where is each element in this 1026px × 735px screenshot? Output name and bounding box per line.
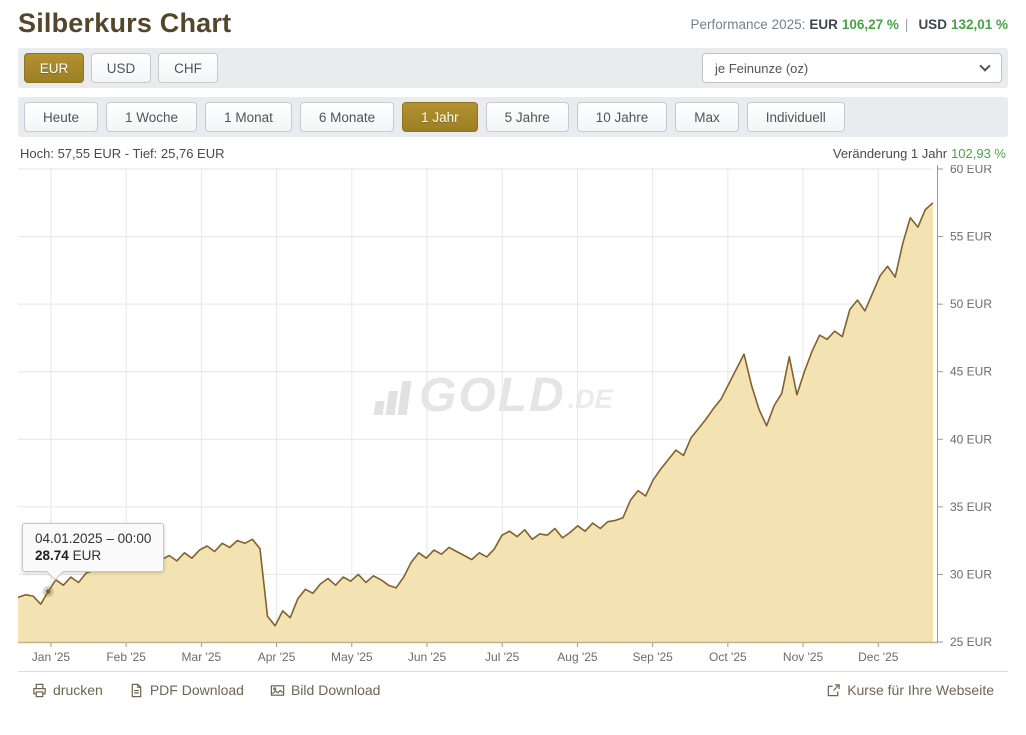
gold-de-watermark: GOLD .DE <box>373 369 613 422</box>
change-value: 102,93 % <box>951 146 1006 161</box>
x-axis-label: Jun '25 <box>408 650 447 664</box>
image-download-label: Bild Download <box>290 682 381 698</box>
x-axis-label: Sep '25 <box>632 650 673 664</box>
range-button-1-woche[interactable]: 1 Woche <box>106 102 198 132</box>
page-title: Silberkurs Chart <box>18 8 232 38</box>
chart-canvas[interactable]: Jan '25 Feb '25 Mar '25 Apr '25 May '25 Jun '… <box>18 165 1014 667</box>
chart-footer: drucken PDF Download Bild Download Kurse… <box>18 671 1008 698</box>
y-axis-label: 55 EUR <box>950 230 992 244</box>
price-area <box>18 202 933 643</box>
currency-button-eur[interactable]: EUR <box>24 53 84 83</box>
y-axis-label: 25 EUR <box>950 635 992 649</box>
print-link-label: drucken <box>53 682 103 698</box>
performance-eur-label: EUR <box>809 17 838 32</box>
price-chart: GOLD .DE Jan '25 Feb '25 Mar '25 Apr '25 May… <box>18 165 1008 667</box>
chevron-down-icon <box>979 60 991 72</box>
x-axis-label: Jan '25 <box>32 650 71 664</box>
y-axis-label: 30 EUR <box>950 567 992 581</box>
hover-point <box>45 589 51 594</box>
chart-info-row: Hoch: 57,55 EUR - Tief: 25,76 EUR Veränd… <box>18 137 1008 163</box>
external-link-icon <box>827 683 840 696</box>
pdf-file-icon <box>131 683 142 697</box>
tooltip-date: 04.01.2025 – 00:00 <box>35 531 152 546</box>
range-button-individuell[interactable]: Individuell <box>746 102 845 132</box>
image-icon <box>270 684 285 696</box>
unit-select[interactable]: je Feinunze (oz) <box>702 53 1002 83</box>
currency-button-group: EUR USD CHF <box>24 53 218 83</box>
y-axis-label: 40 EUR <box>950 432 992 446</box>
chart-tooltip: 04.01.2025 – 00:00 28.74 EUR <box>22 523 165 581</box>
unit-select-value: je Feinunze (oz) <box>715 60 809 76</box>
range-button-6-monate[interactable]: 6 Monate <box>299 102 395 132</box>
performance-eur-value: 106,27 % <box>841 17 899 32</box>
currency-button-chf[interactable]: CHF <box>158 53 218 83</box>
x-axis-label: Jul '25 <box>485 650 520 664</box>
page-header: Silberkurs Chart Performance 2025: EUR 106… <box>18 8 1008 39</box>
currency-button-usd[interactable]: USD <box>91 53 151 83</box>
x-axis-label: Aug '25 <box>557 650 598 664</box>
x-axis-label: May '25 <box>331 650 373 664</box>
performance-separator: | <box>904 17 909 32</box>
range-button-5-jahre[interactable]: 5 Jahre <box>485 102 569 132</box>
range-button-1-monat[interactable]: 1 Monat <box>205 102 292 132</box>
range-toolbar: Heute 1 Woche 1 Monat 6 Monate 1 Jahr 5 … <box>18 97 1008 137</box>
embed-rates-link[interactable]: Kurse für Ihre Webseite <box>826 682 994 698</box>
embed-rates-label: Kurse für Ihre Webseite <box>847 682 994 698</box>
image-download-link[interactable]: Bild Download <box>270 682 381 698</box>
range-button-10-jahre[interactable]: 10 Jahre <box>576 102 668 132</box>
high-low-label: Hoch: 57,55 EUR - Tief: 25,76 EUR <box>20 146 225 161</box>
x-axis-label: Oct '25 <box>709 650 747 664</box>
x-axis-label: Nov '25 <box>783 650 824 664</box>
price-line <box>18 202 934 627</box>
x-axis-label: Dec '25 <box>858 650 899 664</box>
watermark-text: GOLD <box>419 369 566 422</box>
change-label: Veränderung 1 Jahr <box>832 146 948 161</box>
performance-summary: Performance 2025: EUR 106,27 % | USD 132,01 % <box>691 17 1008 32</box>
x-axis-label: Mar '25 <box>182 650 222 664</box>
silberkurs-chart-page: Silberkurs Chart Performance 2025: EUR 106… <box>18 8 1008 698</box>
x-axis-label: Apr '25 <box>258 650 296 664</box>
y-axis-label: 45 EUR <box>950 365 992 379</box>
range-button-heute[interactable]: Heute <box>24 102 99 132</box>
x-axis-label: Feb '25 <box>106 650 146 664</box>
range-button-1-jahr[interactable]: 1 Jahr <box>402 102 478 132</box>
y-axis-label: 50 EUR <box>950 297 992 311</box>
pdf-download-label: PDF Download <box>149 682 244 698</box>
performance-usd-value: 132,01 % <box>950 17 1008 32</box>
change-summary: Veränderung 1 Jahr 102,93 % <box>833 146 1006 161</box>
y-axis-label: 35 EUR <box>950 500 992 514</box>
performance-label: Performance 2025: <box>690 17 806 32</box>
printer-icon <box>33 683 46 697</box>
performance-usd-label: USD <box>918 17 947 32</box>
currency-toolbar: EUR USD CHF je Feinunze (oz) <box>18 48 1008 88</box>
print-link[interactable]: drucken <box>32 682 103 698</box>
watermark-suffix: .DE <box>567 384 613 415</box>
range-button-max[interactable]: Max <box>675 102 739 132</box>
tooltip-value: 28.74 EUR <box>35 548 102 563</box>
pdf-download-link[interactable]: PDF Download <box>129 682 244 698</box>
y-axis-label: 60 EUR <box>950 165 992 176</box>
